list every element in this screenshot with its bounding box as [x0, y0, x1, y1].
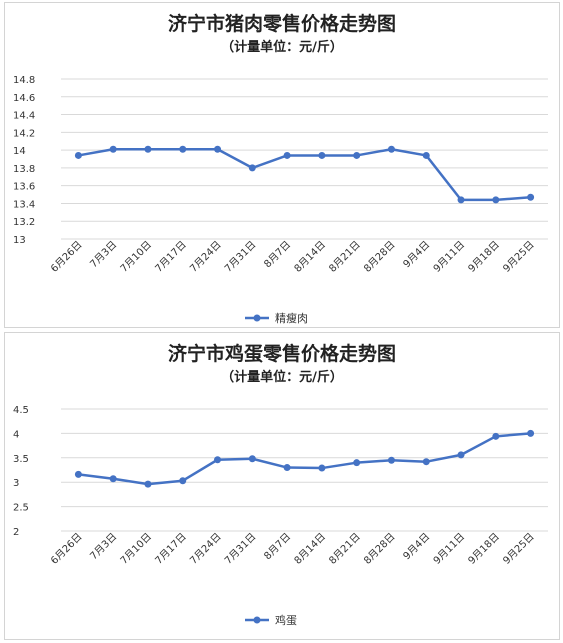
chart-subtitle: （计量单位：元/斤）: [221, 370, 343, 385]
x-tick-label: 7月31日: [222, 239, 258, 275]
x-tick-label: 8月28日: [361, 531, 397, 567]
y-tick-label: 13.8: [13, 164, 35, 175]
y-tick-label: 13.6: [13, 182, 35, 193]
pork-price-line-chart: 13 13.2 13.4 13.6 13.8 14 14.2 14.4 14.6 14.8 6月26…: [13, 75, 548, 325]
y-tick-label: 14.4: [13, 111, 35, 122]
y-tick-label: 14.2: [13, 128, 35, 139]
chart-title: 济宁市猪肉零售价格走势图: [167, 13, 396, 35]
x-tick-label: 9月11日: [431, 531, 467, 567]
egg-price-line-chart: 2 2.5 3 3.5 4 4.5 6月26日 7月3日 7月10日 7月17日 7月24日 7月31…: [13, 405, 548, 627]
x-tick-label: 8月14日: [292, 239, 328, 275]
y-tick-label: 3: [13, 478, 19, 489]
x-tick-label: 7月3日: [88, 531, 120, 563]
data-point: [527, 429, 535, 437]
legend-marker-icon: [253, 314, 261, 322]
x-tick-label: 6月26日: [48, 531, 84, 567]
y-tick-label: 14: [13, 146, 26, 157]
x-tick-label: 8月28日: [361, 239, 397, 275]
x-tick-label: 6月26日: [48, 239, 84, 275]
x-tick-label: 7月3日: [88, 239, 120, 271]
x-tick-label: 9月4日: [401, 239, 433, 271]
data-point: [248, 164, 256, 172]
series-line: [78, 432, 531, 486]
y-tick-label: 13.4: [13, 199, 35, 210]
x-tick-label: 9月11日: [431, 239, 467, 275]
data-point: [144, 145, 152, 153]
y-tick-label: 14.6: [13, 93, 35, 104]
chart-title: 济宁市鸡蛋零售价格走势图: [167, 343, 396, 365]
data-point: [422, 458, 430, 466]
x-tick-label: 7月10日: [118, 531, 154, 567]
x-tick-label: 7月17日: [153, 531, 189, 567]
y-tick-label: 14.8: [13, 75, 35, 86]
x-tick-label: 9月25日: [501, 239, 537, 275]
x-tick-label: 9月18日: [466, 239, 502, 275]
x-tick-label: 8月14日: [292, 531, 328, 567]
data-point: [248, 455, 256, 463]
x-tick-label: 8月7日: [262, 239, 294, 271]
y-tick-label: 2: [13, 527, 19, 538]
data-point: [353, 459, 361, 467]
data-point: [422, 151, 430, 159]
legend-marker-icon: [253, 616, 261, 624]
x-tick-label: 9月18日: [466, 531, 502, 567]
data-point: [492, 196, 500, 204]
data-point: [283, 464, 291, 472]
data-point: [318, 464, 326, 472]
data-point: [457, 451, 465, 459]
data-point: [214, 456, 222, 464]
legend-label: 鸡蛋: [275, 613, 297, 627]
y-tick-label: 4.5: [13, 405, 29, 416]
pork-chart-panel: 济宁市猪肉零售价格走势图 （计量单位：元/斤） 13 13.2 13.4 13.6 13…: [4, 2, 560, 328]
data-point: [283, 151, 291, 159]
data-point: [387, 145, 395, 153]
x-tick-label: 7月31日: [222, 531, 258, 567]
x-tick-label: 9月4日: [401, 531, 433, 563]
legend-label: 精瘦肉: [275, 311, 308, 325]
y-tick-label: 4: [13, 429, 19, 440]
data-point: [492, 432, 500, 440]
x-tick-label: 7月24日: [188, 531, 224, 567]
data-point: [109, 475, 117, 483]
data-point: [109, 145, 117, 153]
y-tick-label: 13.2: [13, 217, 35, 228]
chart-subtitle: （计量单位：元/斤）: [221, 40, 343, 55]
x-tick-label: 8月21日: [327, 239, 363, 275]
data-point: [179, 145, 187, 153]
data-point: [353, 151, 361, 159]
data-point: [74, 470, 82, 478]
egg-chart-panel: 济宁市鸡蛋零售价格走势图 （计量单位：元/斤） 2 2.5 3 3.5 4 4.5 6月26…: [4, 332, 560, 640]
y-tick-label: 3.5: [13, 454, 29, 465]
data-point: [457, 196, 465, 204]
y-tick-label: 2.5: [13, 503, 29, 514]
x-tick-label: 8月7日: [262, 531, 294, 563]
y-tick-label: 13: [13, 235, 26, 246]
x-tick-label: 8月21日: [327, 531, 363, 567]
x-tick-label: 7月17日: [153, 239, 189, 275]
data-point: [74, 151, 82, 159]
data-point: [144, 480, 152, 488]
x-tick-label: 9月25日: [501, 531, 537, 567]
data-point: [387, 456, 395, 464]
x-tick-label: 7月24日: [188, 239, 224, 275]
series-line: [78, 147, 531, 202]
data-point: [318, 151, 326, 159]
data-point: [527, 193, 535, 201]
data-point: [214, 145, 222, 153]
x-tick-label: 7月10日: [118, 239, 154, 275]
data-point: [179, 477, 187, 485]
